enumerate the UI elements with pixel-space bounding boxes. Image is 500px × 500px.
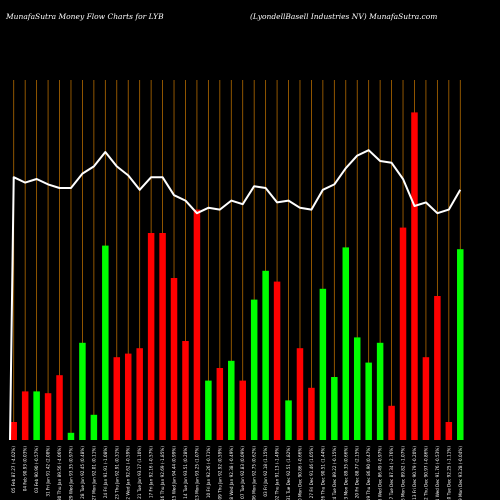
x-tick-label: 30 Thu Jan 89.56 (-4.06%) [57,446,62,500]
bar-up [262,270,269,440]
x-tick-label: 28 Tue Jan 92.45 (0.48%) [80,446,85,499]
bar-down [159,233,166,440]
x-tick-label: 31 Tue Dec 92.51 (1.82%) [286,446,291,500]
bar-up [228,360,235,440]
x-tick-label: 13 Mon Jan 93.25 (1.07%) [194,446,199,500]
bar-down [170,278,178,440]
bar-down [239,380,246,440]
x-axis-labels: 05 Feb 87.27 (-4.02%) 04 Feb 90.93 (0.03%… [11,446,463,500]
bar-down [44,393,52,440]
bar-down [136,348,143,440]
x-tick-label: 10 Fri Jan 92.26 (-0.71%) [206,446,211,499]
x-tick-label: 06 Mon Jan 92.75 (0.62%) [252,446,257,500]
bar-down [216,368,224,440]
bar-down [273,281,281,440]
chart-title-right: (LyondellBasell Industries NV) MunafaSut… [250,12,437,21]
bar-up [250,299,258,440]
bar-up [33,391,40,440]
x-tick-label: 07 Tue Jan 92.83 (0.09%) [240,446,245,499]
x-tick-label: 23 Mon Dec 89.35 (0.66%) [343,446,348,500]
x-tick-label: 09 Thu Jan 92.92 (0.59%) [217,446,222,500]
bar-up [285,400,292,440]
x-tick-label: 30 Mon Dec 90.86 (-0.66%) [297,446,302,500]
x-tick-label: 31 Fri Jan 91.42 (2.08%) [46,446,51,497]
bar-down [388,405,395,440]
x-tick-label: 24 Tue Dec 89.22 (-0.15%) [332,446,337,500]
bar-up [205,380,212,440]
bar-down [434,296,441,440]
bar-down [10,422,17,440]
x-tick-label: 27 Fri Dec 91.46 (1.05%) [309,446,314,499]
bar-down [399,227,407,440]
x-tick-label: 17 Tue Dec 87.34 (-2.76%) [389,446,394,500]
bar-series [10,112,464,441]
bar-down [147,233,155,440]
x-tick-label: 17 Fri Jan 92.16 (-0.57%) [149,446,154,499]
x-tick-label: 03 Fri Jan 92.18 (1.15%) [263,446,268,497]
x-tick-label: 05 Feb 87.27 (-4.02%) [11,446,16,493]
x-tick-label: 16 Thu Jan 92.69 (-1.85%) [160,446,165,500]
x-tick-label: 14 Tue Jan 93.51 (0.28%) [183,446,188,499]
bar-down [56,375,63,440]
x-tick-label: 13 Fri Dec 90.79 (-0.20%) [412,446,417,500]
bar-up [102,245,109,440]
bar-up [365,362,372,440]
chart-title-left: MunafaSutra Money Flow Charts for LYB [5,12,164,21]
bar-down [124,353,132,440]
bar-down [21,391,29,440]
x-tick-label: 08 Wed Jan 92.38 (-0.49%) [229,446,234,500]
x-tick-label: 09 Mon Dec 93.28 (-0.04%) [458,446,463,500]
x-tick-label: 04 Feb 90.93 (0.03%) [23,446,28,492]
x-tick-label: 19 Thu Dec 86.90 (0.47%) [366,446,371,500]
bar-up [457,249,464,440]
x-tick-label: 23 Thu Jan 92.91 (0.31%) [114,446,119,500]
bar-down [296,348,304,440]
x-tick-label: 15 Wed Jan 94.44 (0.99%) [172,446,177,500]
x-tick-label: 11 Wed Dec 91.76 (-0.53%) [435,446,440,500]
x-tick-label: 20 Fri Dec 88.77 (2.15%) [355,446,360,499]
bar-up [90,414,98,440]
bar-up [79,342,86,440]
x-tick-label: 12 Thu Dec 90.97 (-0.86%) [423,446,428,500]
x-tick-label: 02 Thu Jan 91.13 (-1.49%) [275,446,280,500]
x-tick-label: 03 Feb 90.90 (-0.57%) [34,446,39,493]
bar-up [342,247,350,440]
x-tick-label: 22 Wed Jan 92.62 (-0.59%) [126,446,131,500]
x-tick-label: 24 Fri Jan 91.91 (-1.08%) [103,446,108,499]
bar-down [182,341,189,440]
bar-up [376,342,384,440]
x-tick-label: 27 Mon Jan 92.01 (0.11%) [91,446,96,500]
line-series [9,149,462,441]
bar-down [308,387,315,440]
bar-down [113,357,121,440]
bar-up [353,337,361,440]
bar-down [422,357,430,440]
bar-up [319,288,327,440]
bar-down [411,112,418,441]
money-flow-line [9,149,462,441]
x-tick-label: 16 Mon Dec 89.82 (-1.07%) [401,446,406,500]
x-tick-label: 10 Tue Dec 92.25 (-1.11%) [446,446,451,500]
x-tick-label: 26 Thu Dec 90.51 (1.44%) [320,446,325,500]
bar-up [67,432,75,440]
x-tick-label: 21 Tue Jan 93.17 (1.10%) [137,446,142,499]
bar-down [445,422,453,440]
bar-up [331,377,338,440]
x-tick-label: 29 Wed Jan 93.35 (0.97%) [68,446,73,500]
bar-down [193,209,201,440]
x-tick-label: 18 Wed Dec 86.49 (-0.97%) [378,446,383,500]
